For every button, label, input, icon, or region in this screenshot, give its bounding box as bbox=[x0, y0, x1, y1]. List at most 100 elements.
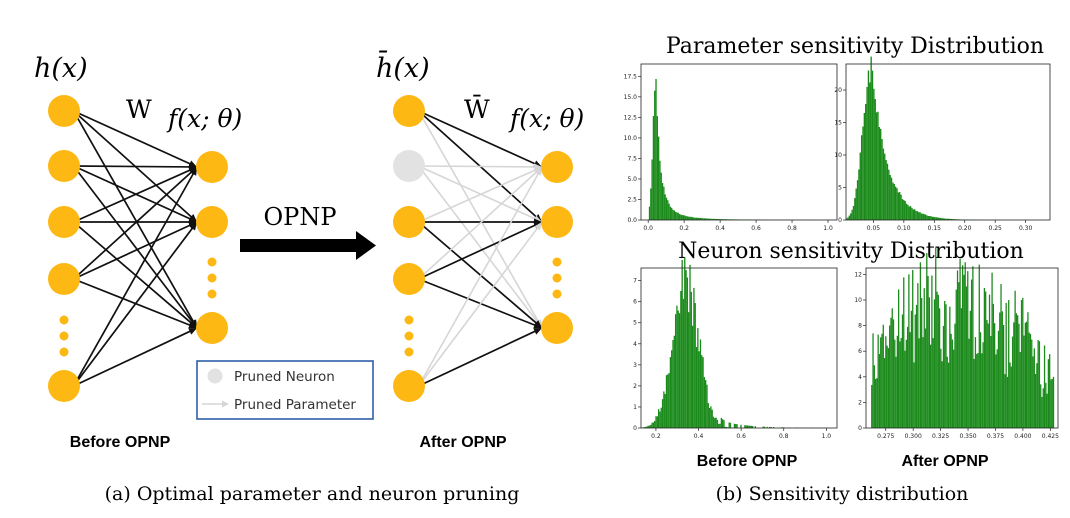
x-tick-label: 0.10 bbox=[897, 225, 911, 232]
histogram-bar bbox=[851, 209, 853, 220]
histogram-bar bbox=[967, 271, 969, 428]
opnp-arrow-label: OPNP bbox=[264, 203, 337, 231]
y-tick-label: 15 bbox=[834, 120, 842, 127]
edge bbox=[73, 110, 192, 166]
pruned-edge bbox=[417, 171, 540, 387]
x-tick-label: 0.6 bbox=[736, 433, 746, 440]
edge bbox=[72, 226, 195, 387]
edge bbox=[72, 171, 195, 387]
histogram-bar bbox=[652, 422, 655, 428]
histogram-bar bbox=[1019, 352, 1021, 428]
y-tick-label: 7 bbox=[633, 278, 637, 285]
histogram-bar bbox=[926, 215, 928, 220]
histogram-bar bbox=[694, 303, 696, 428]
histogram-bar bbox=[901, 199, 904, 220]
histogram-bar bbox=[886, 163, 889, 220]
histogram-bar bbox=[950, 333, 952, 428]
histogram-bar bbox=[1049, 354, 1051, 428]
x-tick-label: 0.350 bbox=[959, 433, 976, 440]
histogram-bar bbox=[878, 353, 881, 428]
histogram-bar bbox=[934, 217, 936, 220]
histogram-bar bbox=[746, 425, 749, 428]
histogram-bar bbox=[940, 348, 942, 428]
histogram-bar bbox=[1037, 340, 1039, 428]
histogram-bar bbox=[1020, 300, 1023, 428]
histogram-bar bbox=[882, 148, 885, 220]
histogram-bar bbox=[719, 423, 721, 428]
histogram-bar bbox=[956, 270, 959, 428]
histogram-bar bbox=[1036, 363, 1038, 428]
histogram-bar bbox=[931, 275, 933, 428]
histogram-bar bbox=[999, 312, 1001, 428]
y-tick-label: 2.5 bbox=[627, 196, 637, 203]
edge-arrowhead bbox=[188, 321, 197, 329]
histogram-bar bbox=[973, 358, 975, 428]
histogram-bar bbox=[885, 336, 887, 428]
histogram-bar bbox=[733, 423, 736, 428]
y-tick-label: 3 bbox=[633, 362, 637, 369]
x-tick-label: 0.275 bbox=[877, 433, 894, 440]
histogram-bar bbox=[676, 212, 678, 220]
histogram-bar bbox=[725, 426, 728, 428]
pruned-edge bbox=[418, 165, 537, 221]
histogram-bar bbox=[716, 419, 719, 428]
input-neuron bbox=[393, 95, 425, 127]
histogram-bar bbox=[669, 206, 672, 220]
histogram-bar bbox=[908, 206, 910, 220]
ellipsis-dot bbox=[59, 331, 69, 341]
histogram-bar bbox=[661, 183, 664, 220]
histogram-bar bbox=[1043, 345, 1046, 428]
histogram-bar bbox=[880, 128, 882, 220]
histogram-bar bbox=[913, 362, 915, 428]
histogram-bar bbox=[1045, 382, 1047, 428]
histogram-bar bbox=[665, 375, 668, 428]
histogram-bar bbox=[886, 345, 888, 428]
histogram-bar bbox=[680, 214, 682, 220]
histogram-bar bbox=[872, 333, 874, 428]
histogram-bar bbox=[723, 219, 725, 220]
histogram-bar bbox=[685, 216, 687, 220]
input-neuron bbox=[393, 206, 425, 238]
histogram-bar bbox=[874, 378, 877, 428]
histogram-bar bbox=[1006, 376, 1009, 428]
histogram-bar bbox=[695, 217, 698, 220]
before-opnp-hist-label: Before OPNP bbox=[697, 453, 798, 470]
before-opnp-label: Before OPNP bbox=[70, 434, 171, 451]
histogram-bar bbox=[1001, 311, 1003, 428]
histogram-bar bbox=[880, 337, 882, 428]
histogram-bar bbox=[972, 266, 974, 428]
y-tick-label: 15.0 bbox=[624, 94, 638, 101]
histogram-bar bbox=[935, 247, 937, 428]
after-opnp-hist-label: After OPNP bbox=[901, 453, 988, 470]
histogram-bar bbox=[650, 424, 652, 428]
histogram-bar bbox=[1018, 323, 1020, 428]
histogram-bar bbox=[936, 291, 938, 428]
pruned-neuron-swatch bbox=[207, 368, 223, 384]
histogram-bar bbox=[1013, 322, 1015, 428]
histogram-bar bbox=[883, 358, 886, 428]
histogram-bar bbox=[896, 335, 898, 428]
histogram-bar bbox=[863, 112, 866, 220]
histogram-bar bbox=[711, 218, 713, 220]
histogram-bar bbox=[919, 212, 921, 220]
histogram-bar bbox=[945, 218, 947, 220]
histogram-bar bbox=[897, 192, 900, 220]
histogram-bar bbox=[724, 219, 726, 220]
histogram-bar bbox=[711, 409, 713, 428]
histogram-bar bbox=[667, 374, 669, 428]
histogram-bar bbox=[914, 314, 916, 428]
y-tick-label: 12 bbox=[854, 271, 862, 278]
histogram-bar bbox=[673, 210, 675, 220]
histogram-bar bbox=[882, 324, 884, 428]
histogram-bar bbox=[899, 192, 901, 220]
histogram-bar bbox=[916, 211, 919, 220]
histogram-bar bbox=[707, 218, 709, 220]
histogram-bar bbox=[896, 188, 898, 220]
input-label: h(x) bbox=[34, 53, 88, 84]
histogram-bar bbox=[681, 260, 683, 428]
histogram-bar bbox=[867, 70, 870, 221]
histogram-bar bbox=[644, 426, 647, 428]
histogram-param-before: 0.0 0.2 0.4 0.6 0.8 1.0 0.0 2.5 5.0 7.5 10.0 12.5 15… bbox=[624, 63, 838, 232]
histogram-bar bbox=[884, 153, 886, 220]
